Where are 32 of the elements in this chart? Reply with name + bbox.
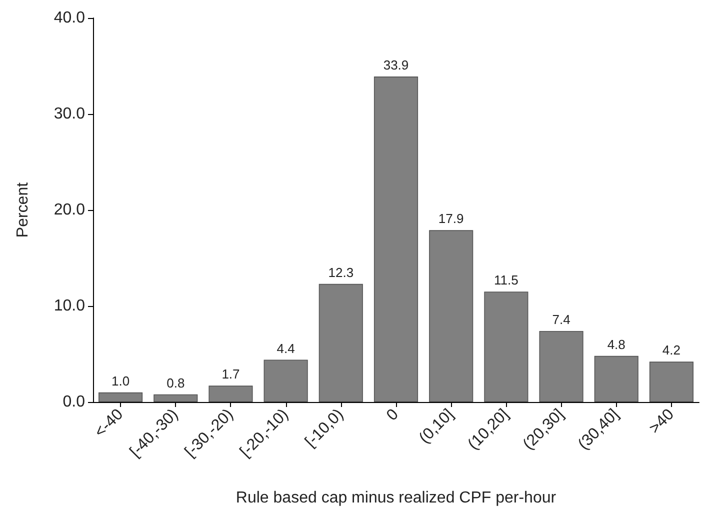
- bar: [539, 330, 584, 402]
- bar: [429, 230, 474, 402]
- bar: [649, 362, 694, 402]
- data-label: 7.4: [552, 312, 570, 327]
- bar: [208, 386, 253, 402]
- data-label: 1.7: [222, 366, 240, 382]
- x-tick-label: 0: [384, 406, 402, 424]
- bar: [264, 360, 308, 402]
- x-tick-label: <-40: [92, 406, 127, 441]
- bar: [484, 292, 528, 402]
- data-label: 17.9: [438, 211, 464, 226]
- bar: [374, 76, 418, 402]
- bar: [98, 392, 143, 402]
- y-tick-label: 40.0: [54, 10, 86, 26]
- bar: [318, 284, 363, 402]
- y-tick-label: 0.0: [62, 394, 86, 410]
- x-axis-title: Rule based cap minus realized CPF per-hour: [236, 490, 557, 506]
- data-label: 33.9: [383, 58, 409, 73]
- data-label: 1.0: [112, 373, 130, 388]
- data-label: 4.8: [607, 336, 626, 352]
- data-label: 11.5: [494, 272, 518, 288]
- data-label: 4.2: [662, 342, 680, 358]
- x-tick-label: >40: [646, 406, 678, 438]
- y-tick-label: 30.0: [54, 106, 86, 122]
- y-tick-label: 20.0: [54, 202, 86, 218]
- y-tick-label: 10.0: [54, 298, 86, 314]
- bar: [594, 356, 638, 402]
- data-label: 0.8: [166, 375, 185, 390]
- bar: [154, 394, 198, 402]
- data-label: 12.3: [328, 264, 354, 280]
- y-axis-title: Percent: [14, 182, 32, 238]
- data-label: 4.4: [276, 340, 295, 356]
